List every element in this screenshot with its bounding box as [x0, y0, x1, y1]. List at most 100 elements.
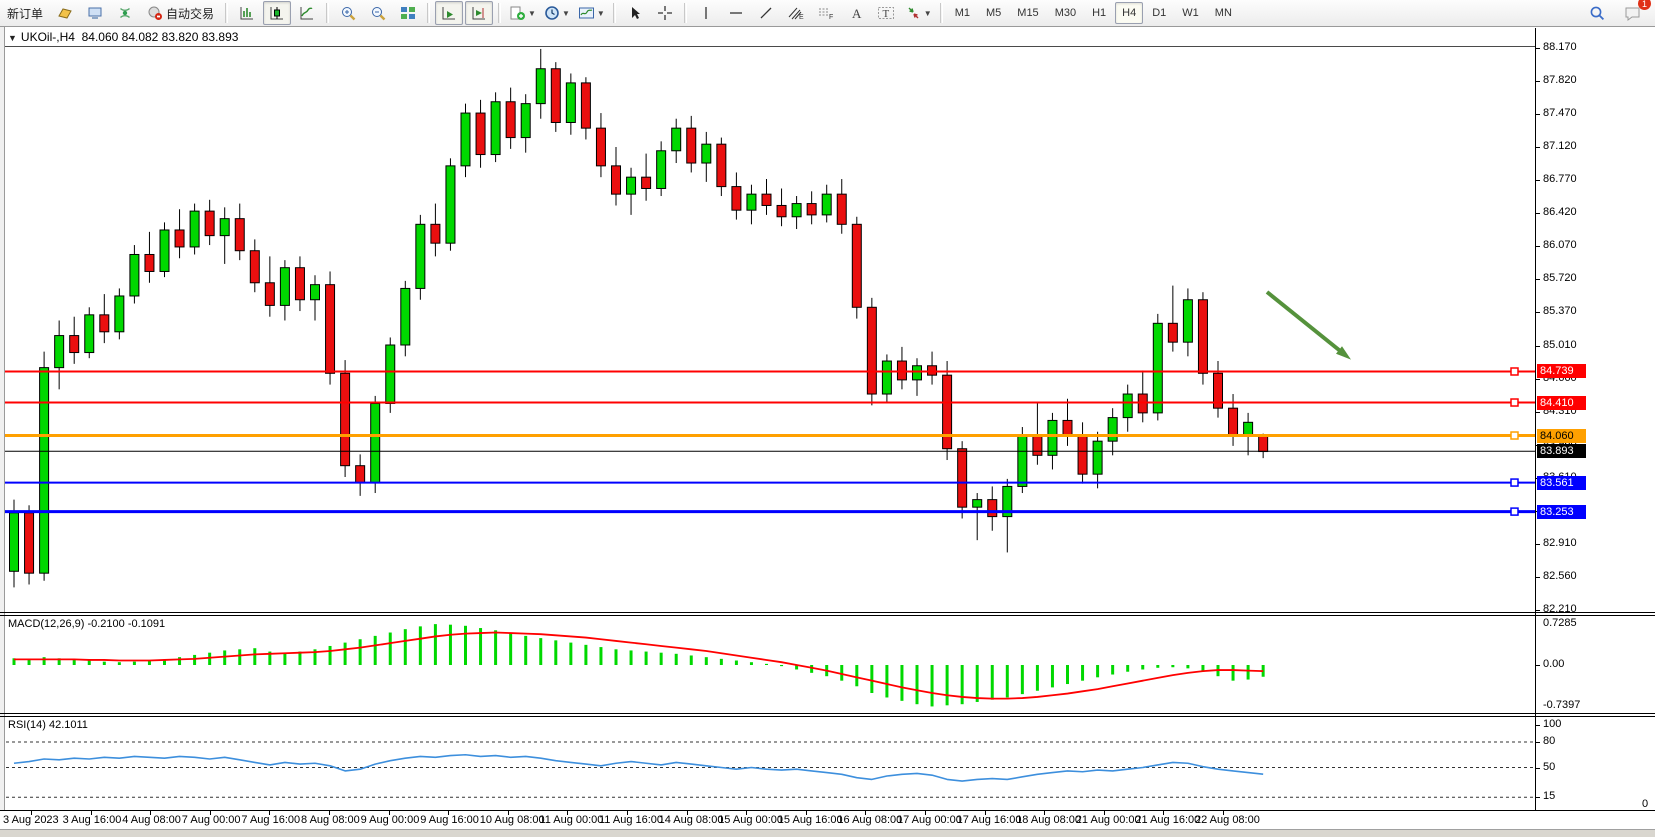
cursor-button[interactable]	[621, 1, 649, 25]
candle-bullish	[535, 68, 546, 105]
price-tick-label: 82.210	[1543, 602, 1577, 615]
trend-arrow-head	[1336, 346, 1352, 360]
equidistant-channel-button[interactable]: E	[782, 1, 810, 25]
time-axis[interactable]: 3 Aug 2023 3 Aug 16:00 4 Aug 08:00 7 Aug 00…	[0, 811, 1655, 828]
svg-text:A: A	[852, 6, 862, 21]
candle-bullish	[671, 127, 682, 152]
arrows-button[interactable]: ▼	[902, 1, 935, 25]
time-axis-label: 9 Aug 00:00	[360, 814, 420, 826]
timeframe-h4[interactable]: H4	[1115, 2, 1144, 24]
candle-bullish	[1107, 417, 1118, 442]
terminal-icon	[87, 5, 103, 21]
line-chart-icon	[299, 5, 315, 21]
vertical-line-button[interactable]	[692, 1, 720, 25]
toolbar-separator	[225, 3, 229, 23]
line-chart-button[interactable]	[293, 1, 321, 25]
chart-shift-icon	[471, 5, 487, 21]
timeframe-h1[interactable]: H1	[1092, 7, 1107, 19]
horizontal-line-button[interactable]	[722, 1, 750, 25]
chart-symbol-title[interactable]: ▼ UKOil-,H4 84.060 84.082 83.820 83.893	[8, 30, 238, 44]
fibonacci-button[interactable]: F	[812, 1, 840, 25]
line-drag-handle[interactable]	[1510, 367, 1519, 376]
bar-chart-icon	[239, 5, 255, 21]
candle-bearish	[1213, 372, 1223, 409]
candle-bearish	[580, 82, 591, 129]
text-label-button[interactable]: T	[872, 1, 900, 25]
level-price-label[interactable]: 84.410	[1537, 395, 1586, 410]
crosshair-icon	[657, 5, 673, 21]
line-drag-handle[interactable]	[1510, 398, 1519, 407]
time-axis-label: 15 Aug 00:00	[718, 814, 784, 826]
zoom-in-button[interactable]	[334, 1, 362, 25]
candle-bullish	[656, 150, 667, 189]
level-price-label[interactable]: 84.060	[1537, 428, 1586, 443]
signal-button[interactable]	[111, 1, 139, 25]
rsi-scale-label: 15	[1543, 790, 1556, 803]
trend-arrow[interactable]	[1265, 290, 1346, 356]
candle-bullish	[1182, 299, 1193, 343]
price-tick-label: 87.470	[1543, 106, 1577, 119]
chevron-down-icon: ▼	[596, 8, 605, 18]
timeframe-d1[interactable]: D1	[1152, 7, 1167, 19]
price-tick-mark	[1536, 80, 1540, 82]
svg-text:T: T	[882, 8, 889, 20]
new-order-ticket-button[interactable]	[51, 1, 79, 25]
panel-separator[interactable]	[0, 713, 1655, 714]
auto-scroll-button[interactable]	[435, 1, 464, 25]
price-tick-mark	[1536, 146, 1540, 148]
chart-shift-button[interactable]	[465, 1, 494, 25]
timeframe-m30[interactable]: M30	[1054, 7, 1077, 19]
period-clock-icon	[544, 5, 560, 21]
panel-separator[interactable]	[0, 615, 1655, 616]
timeframe-m5[interactable]: M5	[986, 7, 1002, 19]
level-price-label[interactable]: 83.561	[1537, 475, 1586, 490]
text-button[interactable]: A	[842, 1, 870, 25]
price-axis[interactable]: 88.170 87.820 87.470 87.120 86.770 86.420 86.0…	[1535, 28, 1655, 810]
rsi-tick-mark	[1536, 797, 1540, 799]
notifications-button[interactable]: 1	[1618, 0, 1651, 25]
new-template-button[interactable]: ▼	[506, 1, 539, 25]
timeframe-m1[interactable]: M1	[954, 7, 970, 19]
candle-bearish	[836, 193, 847, 225]
time-axis-label: 21 Aug 00:00	[1075, 814, 1141, 826]
chart-plot-area[interactable]	[0, 28, 1535, 811]
time-axis-label: 7 Aug 00:00	[181, 814, 241, 826]
candle-bullish	[490, 101, 501, 156]
indicators-icon	[578, 5, 595, 21]
price-tick-mark	[1536, 609, 1540, 611]
window-left-edge	[0, 27, 5, 828]
auto-trading-button[interactable]: 自动交易	[141, 1, 220, 25]
line-drag-handle[interactable]	[1510, 431, 1519, 440]
time-axis-label: 3 Aug 2023	[3, 814, 59, 826]
rsi-line	[13, 753, 1264, 782]
bar-chart-button[interactable]	[233, 1, 261, 25]
level-price-label[interactable]: 84.739	[1537, 364, 1586, 379]
panel-separator[interactable]	[0, 612, 1655, 613]
level-price-label[interactable]: 83.893	[1537, 444, 1586, 459]
trendline-button[interactable]	[752, 1, 780, 25]
time-tick-mark	[1163, 811, 1165, 815]
indicators-button[interactable]: ▼	[575, 1, 608, 25]
new-order-button[interactable]: 新订单	[1, 1, 49, 25]
line-drag-handle[interactable]	[1510, 478, 1519, 487]
timeframe-m15[interactable]: M15	[1017, 7, 1039, 19]
tile-windows-button[interactable]	[394, 1, 422, 25]
period-clock-button[interactable]: ▼	[541, 1, 573, 25]
time-tick-mark	[805, 811, 807, 815]
zoom-out-button[interactable]	[364, 1, 392, 25]
candle-bearish	[1228, 407, 1239, 437]
chat-icon	[1623, 5, 1642, 22]
candle-bullish	[791, 203, 802, 218]
line-drag-handle[interactable]	[1510, 507, 1519, 516]
candlestick-chart-button[interactable]	[263, 1, 292, 25]
candle-bearish	[249, 250, 260, 284]
timeframe-mn[interactable]: MN	[1214, 7, 1232, 19]
crosshair-button[interactable]	[651, 1, 679, 25]
price-tick-label: 87.820	[1543, 73, 1577, 86]
search-button[interactable]	[1583, 1, 1611, 25]
terminal-button[interactable]	[81, 1, 109, 25]
price-tick-label: 85.720	[1543, 271, 1577, 284]
timeframe-w1[interactable]: W1	[1182, 7, 1199, 19]
level-price-label[interactable]: 83.253	[1537, 504, 1586, 519]
panel-separator[interactable]	[0, 716, 1655, 717]
